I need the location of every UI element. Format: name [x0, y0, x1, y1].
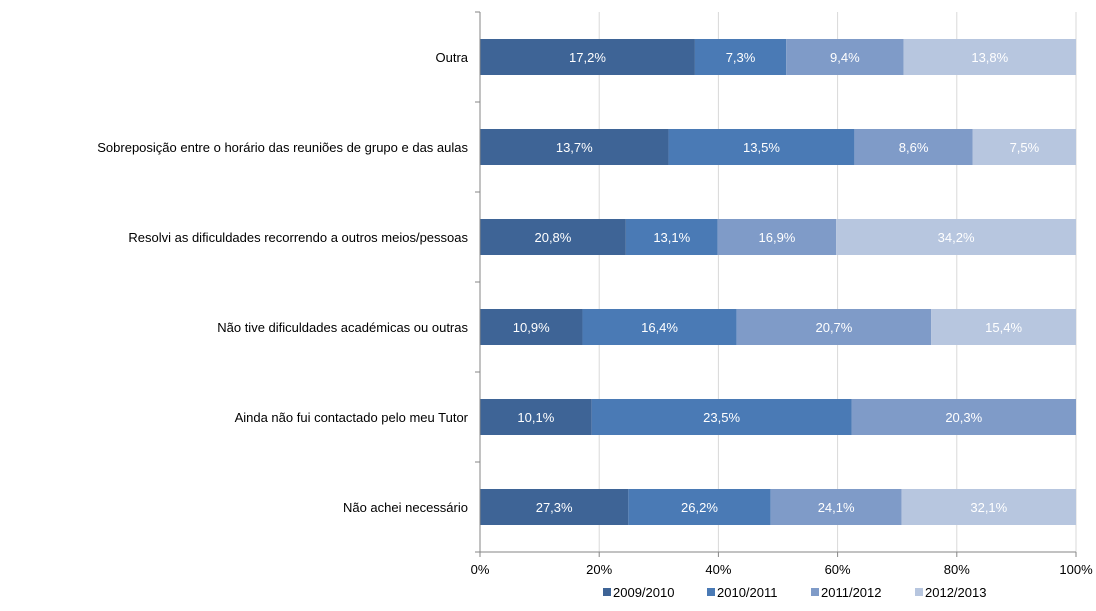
- x-tick-label: 20%: [586, 562, 612, 577]
- category-label: Não tive dificuldades académicas ou outr…: [217, 320, 468, 335]
- bar-data-label: 20,3%: [945, 410, 982, 425]
- x-tick-label: 0%: [471, 562, 490, 577]
- bar-data-label: 27,3%: [536, 500, 573, 515]
- bar-segment: [480, 129, 669, 165]
- x-tick-label: 100%: [1059, 562, 1093, 577]
- bar-segment: [480, 399, 592, 435]
- bar-data-label: 13,7%: [556, 140, 593, 155]
- bar-segment: [972, 129, 1076, 165]
- bar-segment: [854, 129, 973, 165]
- bar-data-label: 34,2%: [938, 230, 975, 245]
- bar-segment: [931, 309, 1076, 345]
- bar-data-label: 13,1%: [653, 230, 690, 245]
- bar-data-label: 7,5%: [1010, 140, 1040, 155]
- bar-segment: [770, 489, 902, 525]
- bar-segment: [480, 309, 583, 345]
- legend-label: 2011/2012: [821, 585, 882, 600]
- legend-label: 2012/2013: [925, 585, 986, 600]
- bar-segment: [694, 39, 787, 75]
- bar-segment: [582, 309, 737, 345]
- bar-data-label: 7,3%: [726, 50, 756, 65]
- bar-segment: [480, 39, 695, 75]
- bar-data-label: 10,1%: [517, 410, 554, 425]
- bar-data-label: 17,2%: [569, 50, 606, 65]
- category-label: Ainda não fui contactado pelo meu Tutor: [235, 410, 469, 425]
- bar-data-label: 10,9%: [513, 320, 550, 335]
- bar-data-label: 20,7%: [815, 320, 852, 335]
- bar-data-label: 13,5%: [743, 140, 780, 155]
- bar-data-label: 24,1%: [818, 500, 855, 515]
- bar-segment: [668, 129, 855, 165]
- bar-segment: [903, 39, 1076, 75]
- bar-segment: [480, 219, 626, 255]
- category-label: Resolvi as dificuldades recorrendo a out…: [128, 230, 468, 245]
- bar-data-label: 16,4%: [641, 320, 678, 335]
- bar-segment: [480, 489, 629, 525]
- bar-data-label: 32,1%: [970, 500, 1007, 515]
- category-label: Outra: [435, 50, 468, 65]
- axes: [475, 11, 1077, 557]
- bar-data-label: 16,9%: [759, 230, 796, 245]
- bar-data-label: 26,2%: [681, 500, 718, 515]
- x-tick-label: 40%: [705, 562, 731, 577]
- bar-segment: [717, 219, 837, 255]
- grid-lines: [598, 12, 1077, 552]
- legend-swatch: [915, 588, 923, 596]
- bar-segment: [591, 399, 852, 435]
- bar-data-label: 13,8%: [971, 50, 1008, 65]
- bar-data-label: 23,5%: [703, 410, 740, 425]
- legend: 2009/2010 2010/2011 2011/2012 2012/2013: [603, 585, 986, 600]
- category-label: Não achei necessário: [343, 500, 468, 515]
- bar-segment: [625, 219, 718, 255]
- legend-label: 2009/2010: [613, 585, 674, 600]
- bar-segment: [851, 399, 1076, 435]
- category-label: Sobreposição entre o horário das reuniõe…: [97, 140, 468, 155]
- legend-swatch: [707, 588, 715, 596]
- bar-segment: [901, 489, 1076, 525]
- x-tick-labels: 0% 20% 40% 60% 80% 100%: [471, 562, 1093, 577]
- legend-swatch: [603, 588, 611, 596]
- x-tick-label: 80%: [944, 562, 970, 577]
- bar-data-label: 8,6%: [899, 140, 929, 155]
- category-labels: Outra Sobreposição entre o horário das re…: [97, 50, 469, 515]
- legend-swatch: [811, 588, 819, 596]
- bar-data-label: 9,4%: [830, 50, 860, 65]
- bar-segment: [736, 309, 932, 345]
- bar-segment: [786, 39, 904, 75]
- bar-data-label: 15,4%: [985, 320, 1022, 335]
- bars: 17,2% 7,3% 9,4% 13,8% 13,7% 13,5% 8,6% 7,5% 20,8…: [480, 39, 1076, 525]
- bar-segment: [836, 219, 1076, 255]
- legend-label: 2010/2011: [717, 585, 778, 600]
- x-tick-label: 60%: [825, 562, 851, 577]
- bar-data-label: 20,8%: [534, 230, 571, 245]
- bar-segment: [628, 489, 771, 525]
